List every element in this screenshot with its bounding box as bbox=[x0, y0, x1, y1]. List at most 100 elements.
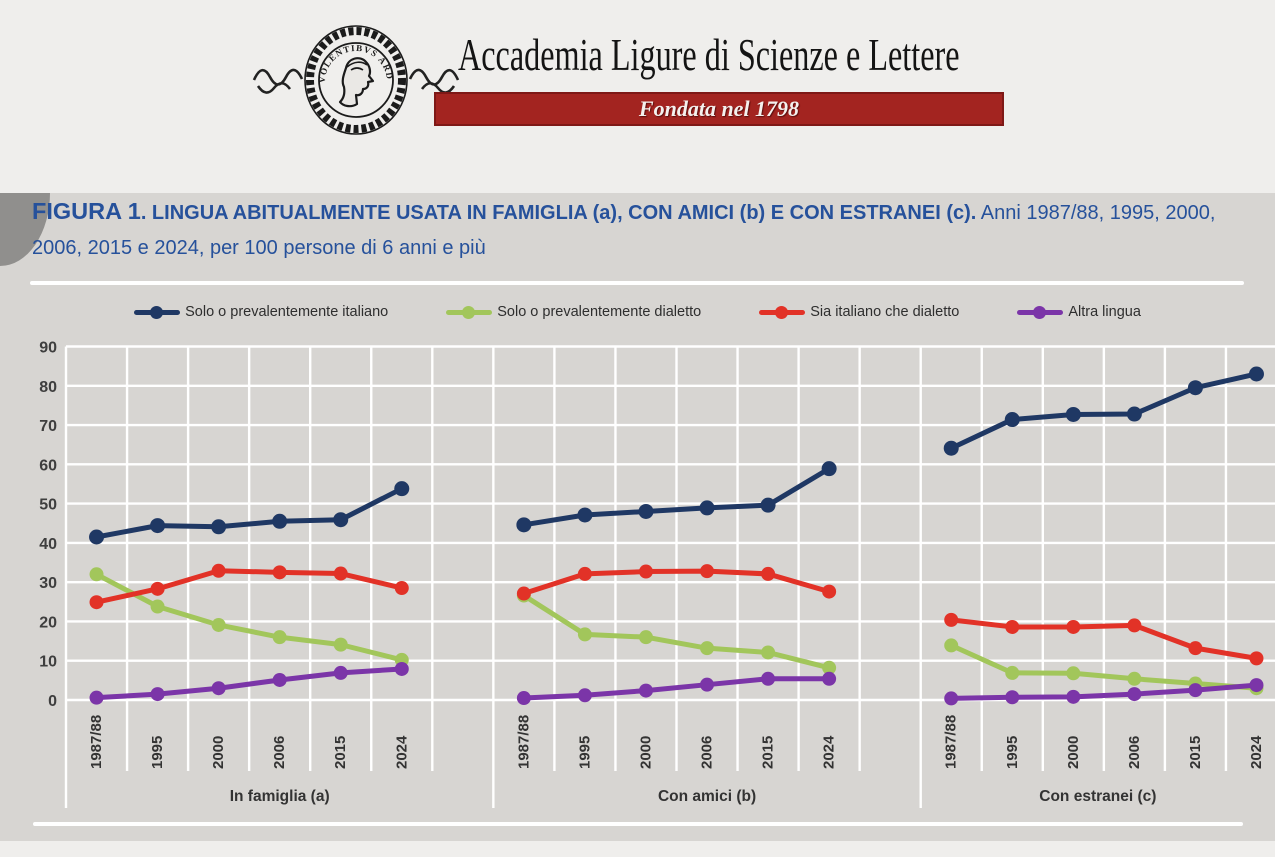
x-tick-label: 2006 bbox=[271, 736, 288, 769]
series-line bbox=[948, 371, 1259, 451]
x-tick-label: 2024 bbox=[1248, 735, 1265, 769]
data-point bbox=[272, 630, 287, 645]
data-point bbox=[394, 661, 409, 676]
x-tick-label: 1995 bbox=[576, 736, 593, 769]
academy-name: Accademia Ligure di Scienze e Lettere bbox=[458, 29, 960, 80]
data-point bbox=[638, 503, 654, 519]
series-line bbox=[521, 593, 832, 671]
series-line bbox=[521, 676, 832, 701]
data-point bbox=[577, 627, 592, 642]
data-point bbox=[333, 512, 349, 528]
x-axis-labels: 1987/88 1995 2000 2006 2015 2024 1987/88 1995 20… bbox=[88, 715, 1265, 769]
legend-marker-dot bbox=[775, 305, 789, 319]
y-tick-label: 50 bbox=[39, 497, 57, 514]
y-tick-label: 40 bbox=[39, 536, 57, 553]
data-point bbox=[1127, 618, 1142, 633]
legend-marker-line bbox=[134, 305, 181, 319]
data-point bbox=[1249, 678, 1264, 693]
series-altra-lingua bbox=[516, 671, 837, 706]
data-point bbox=[1066, 666, 1081, 681]
y-tick-label: 60 bbox=[39, 457, 57, 474]
panel-labels: In famiglia (a) Con amici (b) Con estranei… bbox=[230, 788, 1157, 805]
panel-label: Con estranei (c) bbox=[1039, 788, 1156, 805]
logo-wreath-outer bbox=[304, 25, 408, 135]
data-point bbox=[638, 683, 653, 698]
x-tick-label: 2006 bbox=[699, 736, 716, 769]
figure-panel: FIGURA 1. LINGUA ABITUALMENTE USATA IN F… bbox=[0, 193, 1275, 841]
data-point bbox=[760, 497, 776, 513]
x-tick-label: 2024 bbox=[393, 735, 410, 769]
legend-label: Altra lingua bbox=[1068, 304, 1141, 320]
x-tick-label: 2024 bbox=[821, 735, 838, 769]
data-point bbox=[150, 599, 165, 614]
series-italiano bbox=[943, 366, 1264, 456]
legend-label: Solo o prevalentemente italiano bbox=[185, 304, 389, 320]
legend-item-dialetto: Solo o prevalentemente dialetto bbox=[446, 304, 701, 320]
data-point bbox=[700, 677, 715, 692]
data-point bbox=[944, 638, 959, 653]
data-point bbox=[272, 672, 287, 687]
data-point bbox=[516, 691, 531, 706]
legend-marker-line bbox=[446, 305, 493, 319]
data-point bbox=[1188, 683, 1203, 698]
x-tick-label: 2015 bbox=[332, 736, 349, 769]
data-point bbox=[333, 665, 348, 680]
data-point bbox=[89, 529, 105, 545]
data-point bbox=[394, 581, 409, 596]
legend-item-sia-italiano-dialetto: Sia italiano che dialetto bbox=[759, 304, 959, 320]
series-line bbox=[94, 486, 405, 540]
series-sia-italiano-dialetto bbox=[89, 563, 409, 610]
series-line bbox=[521, 568, 832, 597]
x-tick-label: 1987/88 bbox=[515, 715, 532, 769]
data-point bbox=[761, 566, 776, 581]
x-tick-label: 2000 bbox=[210, 736, 227, 769]
data-point bbox=[394, 481, 410, 497]
academy-header: NIL VOLENTIBVS ARDVVM Accademia Ligure d… bbox=[0, 0, 1275, 193]
x-tick-label: 2006 bbox=[1126, 736, 1143, 769]
x-tick-label: 1987/88 bbox=[88, 715, 105, 769]
series-italiano bbox=[516, 461, 837, 533]
y-tick-label: 30 bbox=[39, 575, 57, 592]
data-point bbox=[89, 595, 104, 610]
x-tick-label: 1995 bbox=[149, 736, 166, 769]
data-point bbox=[761, 645, 776, 660]
bottom-divider bbox=[33, 822, 1243, 826]
legend-marker-dot bbox=[150, 305, 164, 319]
data-point bbox=[272, 565, 287, 580]
series-line bbox=[948, 642, 1259, 691]
series-dialetto bbox=[516, 588, 837, 675]
data-point bbox=[700, 641, 715, 656]
logo-profile-head bbox=[338, 57, 375, 108]
chart-legend: Solo o prevalentemente italiano Solo o p… bbox=[0, 296, 1275, 328]
data-point bbox=[821, 461, 837, 477]
figure-title-regular: Anni 1987/88, 1995, 2000, 2006, 2015 e 2… bbox=[32, 202, 1216, 259]
series-sia-italiano-dialetto bbox=[516, 564, 837, 601]
data-point bbox=[1004, 412, 1020, 428]
figure-chart: 0 10 20 30 40 50 60 70 80 90 1987/88 1995 2000 2006 20… bbox=[39, 339, 1275, 808]
data-point bbox=[1126, 406, 1142, 422]
series-italiano bbox=[89, 481, 410, 545]
data-point bbox=[638, 564, 653, 579]
series-sia-italiano-dialetto bbox=[944, 612, 1264, 666]
legend-label: Solo o prevalentemente dialetto bbox=[497, 304, 702, 320]
series-line bbox=[521, 466, 832, 528]
legend-item-italiano: Solo o prevalentemente italiano bbox=[134, 304, 388, 320]
data-point bbox=[1187, 380, 1203, 396]
data-point bbox=[1065, 406, 1081, 422]
y-tick-label: 90 bbox=[39, 339, 57, 356]
data-point bbox=[1127, 687, 1142, 702]
data-point bbox=[1005, 690, 1020, 705]
series-line bbox=[94, 571, 405, 663]
y-tick-label: 20 bbox=[39, 614, 57, 631]
data-point bbox=[577, 688, 592, 703]
x-tick-label: 2015 bbox=[1187, 736, 1204, 769]
data-point bbox=[1188, 641, 1203, 656]
academy-logo-icon: NIL VOLENTIBVS ARDVVM bbox=[250, 20, 460, 135]
data-point bbox=[1248, 366, 1264, 382]
founded-banner: Fondata nel 1798 bbox=[434, 92, 1004, 126]
series-line bbox=[94, 568, 405, 605]
data-point bbox=[1249, 651, 1264, 666]
data-point bbox=[211, 681, 226, 696]
data-point bbox=[150, 687, 165, 702]
data-point bbox=[944, 612, 959, 627]
